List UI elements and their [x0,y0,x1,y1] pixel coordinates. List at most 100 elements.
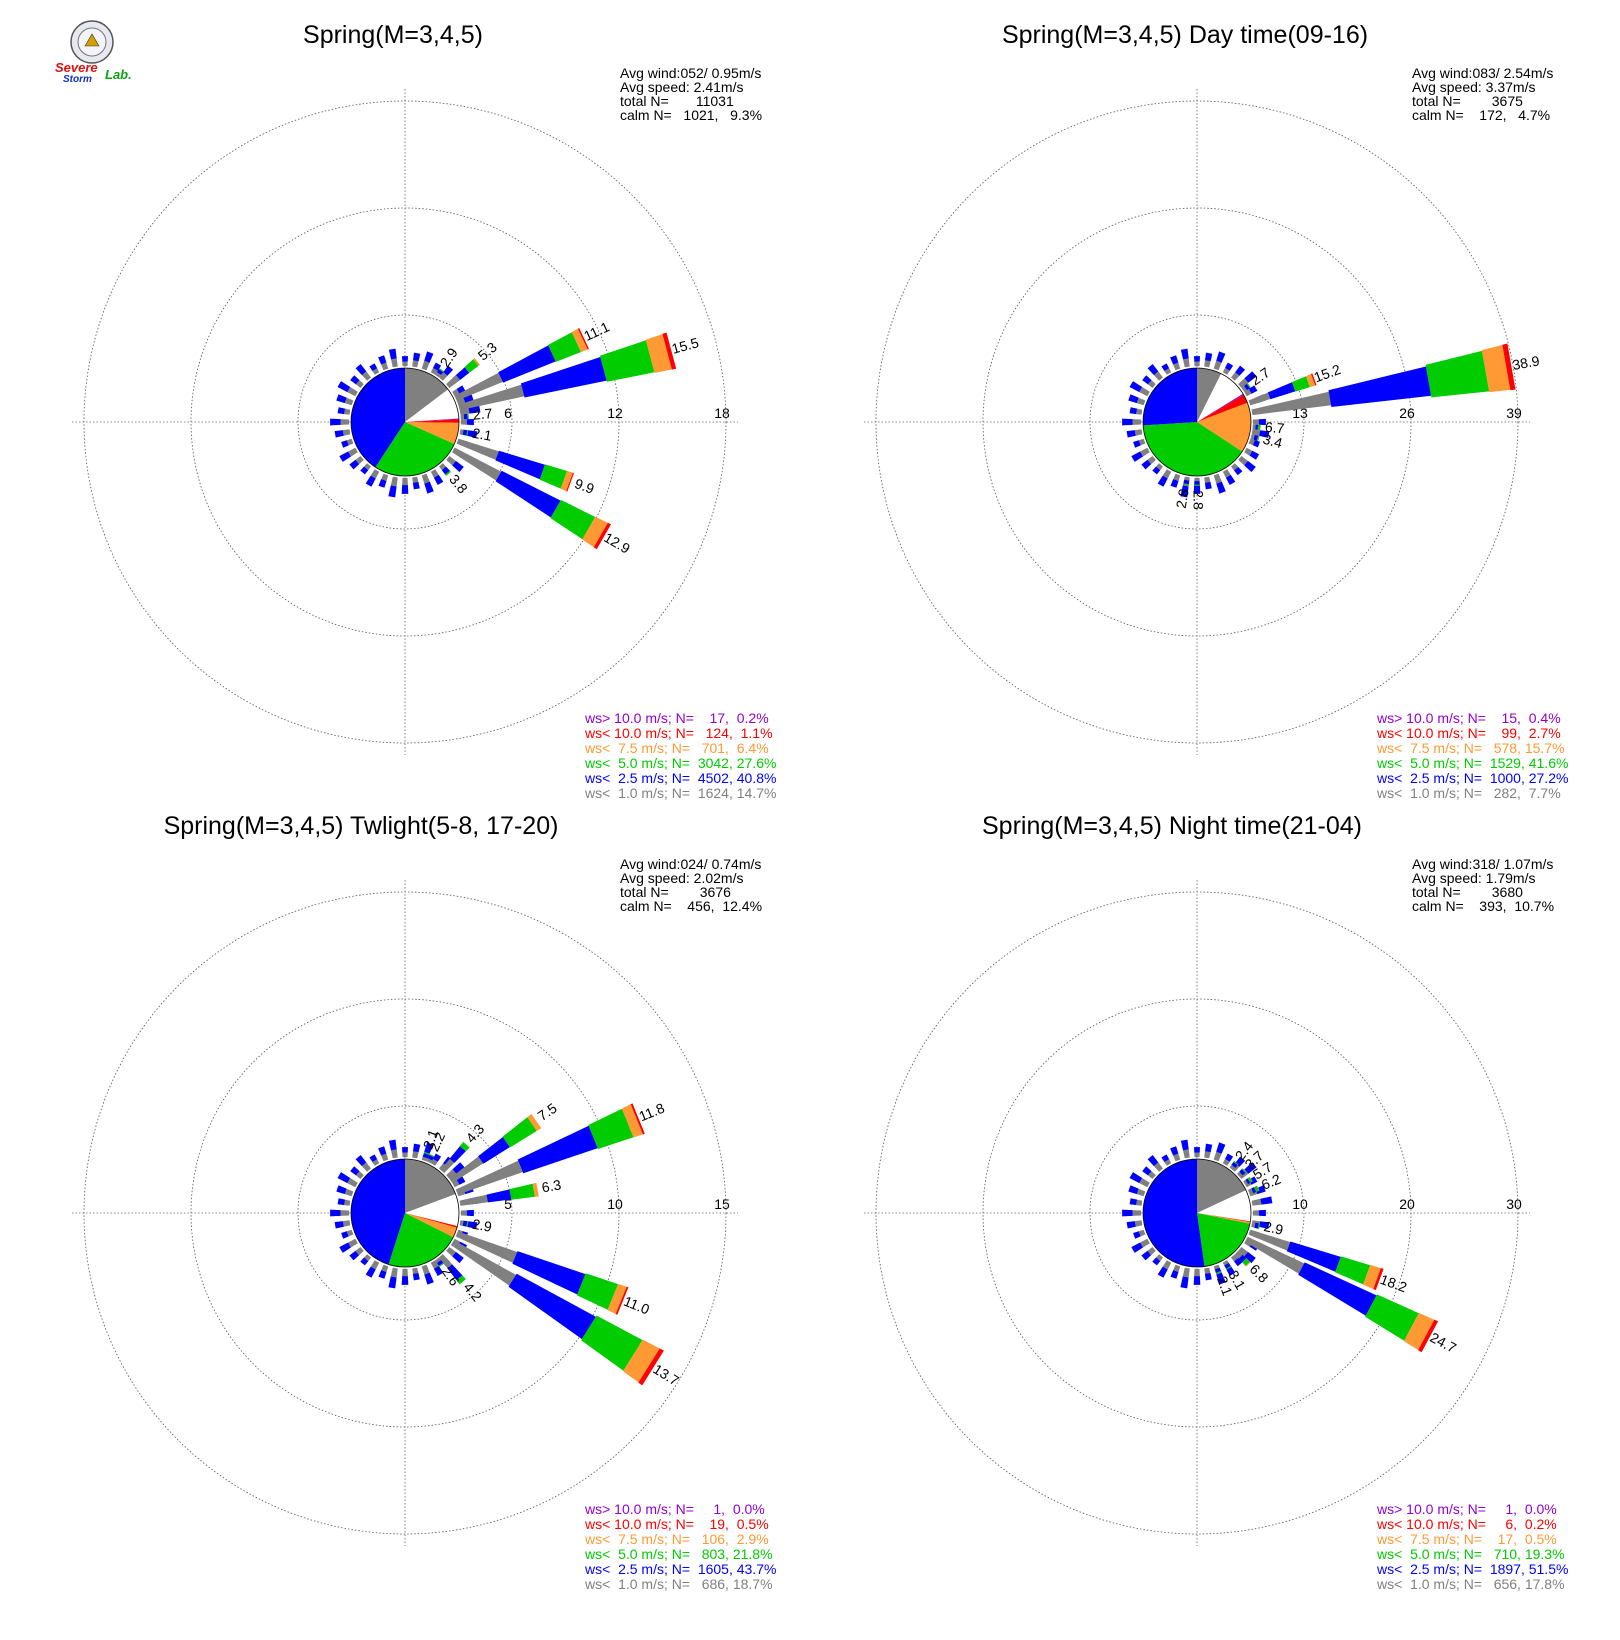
fringe-bar-inner [1213,473,1222,484]
spoke-band-lt7_5 [1245,1261,1251,1267]
fringe-bar-outer [401,1276,409,1285]
spoke-band-lt1 [421,1156,428,1162]
fringe-bar-outer [1234,1257,1243,1267]
fringe-bar-inner [1222,1158,1230,1166]
spoke-band-lt7_5 [645,334,672,373]
spoke-band-lt5 [1425,350,1490,398]
logo-line3: Lab. [105,67,132,82]
spoke-band-lt5 [466,1221,469,1227]
spoke-band-lt5 [600,340,655,382]
fringe-bar-outer [1122,1209,1133,1217]
pie-slice-gt10 [1197,393,1244,422]
spoke-band-lt2_5 [1251,1187,1257,1193]
spoke-band-lt7_5 [1249,1176,1253,1182]
fringe-bar-inner [381,362,389,371]
fringe-bar-outer [341,1231,349,1239]
spoke-label: 3.8 [446,471,471,496]
spoke-band-lt10 [630,1103,645,1135]
spoke-band-lt1 [1252,424,1256,430]
spoke-label: 2.7 [472,405,493,423]
fringe-bar-inner [1173,1264,1181,1272]
legend-entry-lt1: ws< 1.0 m/s; N= 656, 17.8% [1376,1576,1565,1592]
spoke-band-lt7_5 [1404,1312,1435,1350]
fringe-bar-inner [1222,469,1231,478]
fringe-bar-inner [1164,1159,1172,1166]
spoke-band-lt7_5 [1256,1185,1260,1191]
spoke-band-lt2_5 [449,1146,466,1163]
spoke-label: 11.8 [636,1100,666,1125]
spoke-band-lt5 [1233,1160,1239,1166]
fringe-bar-inner [1147,380,1156,388]
spoke-label: 2.2 [425,1129,448,1154]
fringe-bar-inner [1132,1210,1142,1216]
spoke-band-lt5 [1256,435,1260,442]
fringe-bar-outer [1122,418,1133,426]
spoke-band-lt10 [1418,1319,1439,1353]
spoke-band-lt10 [638,1348,664,1386]
fringe-bar-inner [1134,429,1143,436]
spoke-band-lt1 [449,1156,484,1183]
fringe-bar-outer [1129,407,1138,415]
fringe-bar-outer [1133,440,1141,448]
fringe-bar-inner [1252,419,1259,425]
ring-label: 12 [607,405,623,421]
spoke-band-lt5 [467,413,469,420]
spoke-band-lt2_5 [1194,481,1200,485]
spoke-band-lt1 [1241,386,1247,392]
ring-label: 30 [1506,1196,1522,1212]
ring-label: 39 [1506,405,1522,421]
panel-title: Spring(M=3,4,5) Twlight(5-8, 17-20) [164,812,559,840]
spoke-band-lt10 [1311,373,1317,386]
spoke-band-lt1 [426,1158,433,1164]
fringe-bar-outer [337,407,346,415]
spoke-label: 2.9 [1262,1218,1285,1238]
fringe-bar-inner [355,1171,364,1179]
spoke-band-lt5 [438,1262,444,1267]
fringe-bar-inner [430,367,438,375]
stat-avg-wind: Avg wind:083/ 2.54m/s [1412,65,1553,81]
fringe-bar-inner [1136,397,1146,406]
fringe-bar-outer [1170,1146,1179,1156]
fringe-bar-outer [1142,375,1152,385]
spoke-band-lt2_5 [1254,1222,1259,1229]
spoke-label: 13.7 [650,1361,682,1389]
spoke-band-lt10 [566,472,574,492]
legend-entry-lt2_5: ws< 2.5 m/s; N= 1000, 27.2% [1376,770,1568,786]
fringe-bar-inner [1213,1151,1222,1162]
fringe-bar-outer [1194,1147,1200,1153]
spoke-band-lt1 [455,1160,523,1195]
legend-entry-lt10: ws< 10.0 m/s; N= 6, 0.2% [1376,1516,1557,1532]
stat-avg-wind: Avg wind:318/ 1.07m/s [1412,856,1553,872]
spoke-band-lt7_5 [560,470,573,492]
spoke-band-lt5 [1242,1258,1250,1266]
fringe-bar-outer [1216,1142,1226,1154]
spoke-band-lt5 [1215,1271,1222,1274]
fringe-bar-outer [1252,440,1260,448]
spoke-band-lt7_5 [473,358,481,366]
legend-entry-lt10: ws< 10.0 m/s; N= 19, 0.5% [584,1516,769,1532]
spoke-band-lt5 [1194,484,1200,486]
spoke-band-lt1 [1248,1229,1291,1251]
spoke-band-lt2_5 [486,1189,512,1203]
fringe-bar-outer [1244,1251,1256,1264]
fringe-bar-outer [1249,450,1260,460]
fringe-bar-inner [1252,1210,1259,1216]
fringe-bar-outer [1234,466,1243,476]
pie-slice-white [405,1194,460,1227]
fringe-bar-inner [421,360,430,371]
spoke-band-lt5 [464,359,479,373]
fringe-bar-inner [1238,456,1248,466]
fringe-bar-inner [348,447,358,457]
fringe-bar-inner [342,429,351,436]
spoke-band-lt1 [1248,392,1271,406]
pie-outline [1142,1158,1252,1268]
fringe-bar-inner [344,1188,354,1197]
fringe-bar-outer [452,1162,465,1174]
spoke-band-lt7_5 [621,1104,643,1138]
fringe-bar-inner [344,1199,351,1206]
fringe-bar-inner [381,473,389,481]
fringe-bar-inner [1204,1151,1211,1159]
fringe-bar-inner [364,463,371,471]
pie-slice-lt10 [1197,394,1248,422]
fringe-bar-outer [330,1209,341,1217]
